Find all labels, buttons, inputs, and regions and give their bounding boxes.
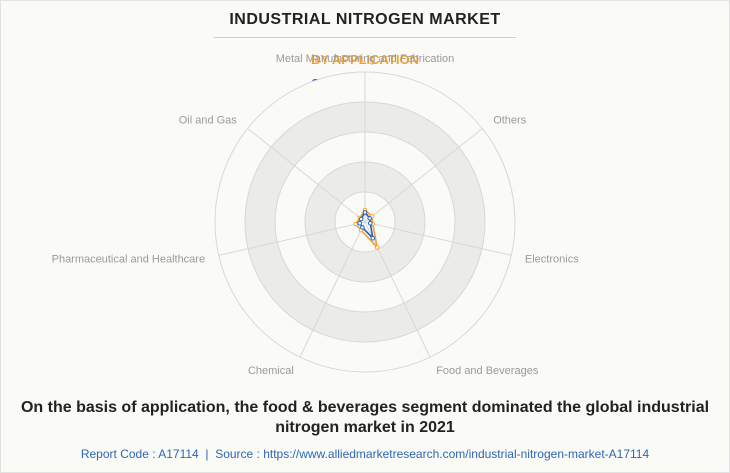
series-point-2031-4 [374, 245, 380, 250]
axis-label-7: Oil and Gas [179, 115, 238, 127]
caption-line-2: nitrogen market in 2021 [275, 419, 455, 436]
caption-line-1: On the basis of application, the food & … [20, 399, 710, 416]
series-point-2021-7 [358, 216, 364, 222]
axis-label-5: Chemical [248, 365, 294, 377]
radar-chart: Metal Manufacturing and Fabrication Other… [52, 53, 580, 377]
source-link[interactable]: Source : https://www.alliedmarketresearc… [215, 447, 650, 461]
footer-separator: | [205, 447, 209, 461]
axis-label-3: Electronics [525, 254, 579, 266]
series-point-2021-4 [370, 235, 376, 241]
report-code: Report Code : A17114 [80, 447, 199, 461]
radar-spoke-5 [299, 221, 366, 358]
series-point-2021-6 [357, 220, 363, 226]
title-divider [214, 37, 516, 38]
series-point-2031-6 [353, 221, 358, 227]
series-point-2021-5 [360, 225, 365, 230]
series-point-2021-1 [362, 210, 368, 215]
axis-label-6: Pharmaceutical and Healthcare [52, 254, 205, 266]
axis-label-2: Others [493, 115, 527, 127]
series-point-2021-3 [368, 220, 373, 226]
chart-caption: On the basis of application, the food & … [0, 398, 730, 438]
report-footer: Report Code : A17114 | Source : https://… [0, 447, 730, 461]
series-point-2021-2 [367, 216, 373, 221]
radar-spoke-6 [218, 221, 366, 256]
radar-spoke-3 [364, 221, 512, 256]
chart-subtitle: BY APPLICATION [310, 52, 420, 67]
radar-spoke-7 [247, 128, 366, 223]
axis-label-4: Food and Beverages [436, 365, 539, 377]
axis-label-1: Metal Manufacturing and Fabrication [276, 53, 455, 65]
radar-spoke-2 [364, 128, 483, 223]
chart-title: INDUSTRIAL NITROGEN MARKET [229, 11, 501, 28]
